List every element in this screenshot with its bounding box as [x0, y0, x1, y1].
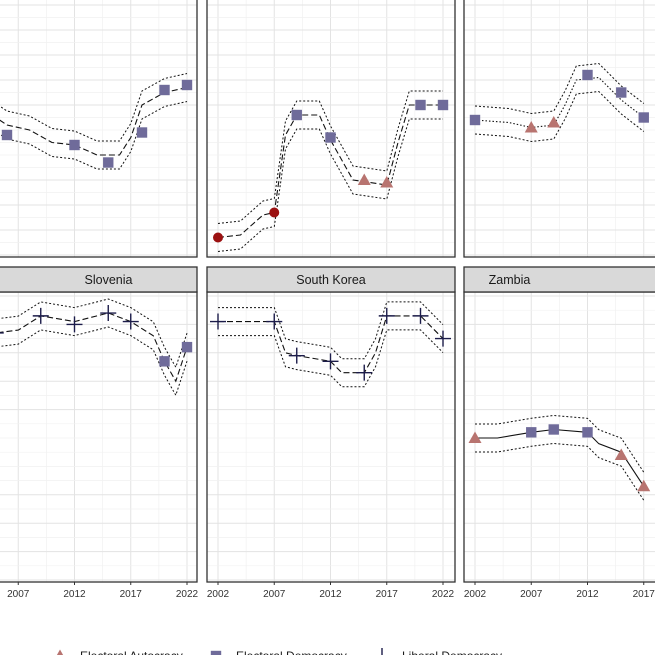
ci-lower-line: [475, 442, 645, 501]
marker-electoral-autocracy: [614, 448, 628, 461]
marker-electoral-autocracy: [357, 173, 371, 185]
estimate-line: [0, 86, 188, 156]
marker-electoral-democracy: [136, 127, 148, 138]
marker-electoral-autocracy: [468, 431, 482, 443]
marker-electoral-autocracy: [524, 121, 538, 133]
gridlines: [464, 0, 655, 257]
marker-electoral-autocracy: [380, 176, 394, 188]
ci-upper-line: [474, 62, 645, 115]
facet-strip: [463, 266, 655, 293]
facet-title: South Korea: [296, 273, 366, 287]
x-tick-label: 2012: [63, 589, 86, 600]
legend-item: Liberal Democracy: [381, 648, 502, 655]
marker-electoral-autocracy: [547, 116, 561, 128]
marker-electoral-democracy: [69, 139, 80, 151]
marker-liberal-democracy: [288, 347, 305, 364]
gridlines: [0, 0, 197, 257]
ci-lower-line: [217, 118, 443, 252]
marker-liberal-democracy: [356, 364, 373, 381]
marker-liberal-democracy: [378, 307, 395, 324]
facet-strip: [0, 266, 198, 293]
panel-slovenia: Slovenia 2007 2012 2017 2022: [0, 266, 199, 600]
ci-lower-line: [474, 90, 645, 143]
panel-south-korea: South Korea 2002 2007 2012 2017 2022: [206, 266, 456, 600]
marker-liberal-democracy: [435, 330, 451, 347]
marker-liberal-democracy: [122, 313, 139, 330]
x-tick-label: 2012: [319, 589, 342, 600]
marker-liberal-democracy: [32, 307, 49, 324]
ci-upper-line: [217, 90, 443, 224]
marker-electoral-democracy: [415, 99, 426, 111]
marker-electoral-democracy: [616, 87, 627, 98]
facet-strip: [206, 266, 456, 293]
marker-electoral-democracy: [181, 79, 193, 91]
legend-key-square: [210, 650, 222, 655]
marker-electoral-democracy: [103, 157, 114, 168]
ci-lower-line: [0, 101, 188, 170]
marker-electoral-democracy: [325, 132, 336, 143]
panel-r0c2: [463, 0, 655, 258]
marker-electoral-democracy: [469, 114, 481, 126]
marker-electoral-democracy: [548, 424, 559, 435]
marker-electoral-democracy: [526, 427, 537, 438]
marker-liberal-democracy: [322, 353, 339, 370]
marker-liberal-democracy: [266, 313, 283, 330]
marker-closed-autocracy: [213, 232, 223, 243]
x-tick-label: 2002: [464, 589, 487, 600]
x-tick-label: 2022: [176, 589, 199, 600]
legend-key-plus: [381, 648, 383, 655]
legend-item: Electoral Autocracy: [56, 649, 183, 655]
x-tick-label: 2017: [633, 589, 655, 600]
estimate-line: [218, 315, 444, 374]
x-tick-label: 2002: [207, 589, 230, 600]
marker-electoral-democracy: [638, 112, 649, 123]
x-tick-label: 2012: [576, 589, 599, 600]
x-tick-label: 2007: [7, 589, 30, 600]
x-tick-label: 2007: [263, 589, 286, 600]
ci-upper-line: [0, 73, 188, 142]
ci-lower-line: [0, 326, 188, 397]
panel-r0c1: [206, 0, 456, 258]
legend-label: Liberal Democracy: [402, 649, 502, 655]
x-tick-label: 2007: [520, 589, 543, 600]
facet-title: Slovenia: [85, 273, 133, 287]
gridlines: [207, 0, 455, 257]
x-tick-label: 2017: [120, 589, 143, 600]
marker-closed-autocracy: [269, 207, 280, 218]
marker-liberal-democracy: [66, 316, 83, 333]
legend-label: Electoral Democracy: [236, 649, 347, 655]
panel-r0c0: [0, 0, 198, 258]
gridlines: [207, 292, 455, 582]
legend-item: Electoral Democracy: [210, 649, 347, 655]
marker-electoral-democracy: [159, 356, 170, 367]
legend-label: Electoral Autocracy: [80, 649, 183, 655]
marker-electoral-democracy: [582, 69, 593, 81]
gridlines: [0, 292, 197, 582]
marker-electoral-democracy: [437, 99, 449, 111]
estimate-line: [0, 312, 188, 383]
panel-zambia: Zambia 2002 2007 2012 2017: [463, 266, 655, 600]
marker-liberal-democracy: [412, 307, 429, 324]
marker-electoral-autocracy: [637, 479, 651, 492]
marker-liberal-democracy: [0, 332, 4, 334]
estimate-line: [475, 428, 645, 487]
ci-upper-line: [0, 298, 188, 369]
legend-key-triangle: [56, 649, 64, 655]
estimate-line: [474, 76, 645, 129]
marker-electoral-democracy: [582, 427, 593, 438]
marker-electoral-democracy: [1, 129, 13, 141]
ci-upper-line: [475, 414, 645, 473]
x-tick-label: 2017: [376, 589, 399, 600]
facet-title: Zambia: [489, 273, 531, 287]
marker-electoral-democracy: [291, 109, 302, 121]
marker-liberal-democracy: [210, 313, 226, 330]
x-tick-label: 2022: [432, 589, 455, 600]
legend: Electoral Autocracy Electoral Democracy Li…: [56, 648, 502, 655]
marker-electoral-democracy: [181, 341, 193, 353]
marker-liberal-democracy: [100, 305, 117, 322]
marker-electoral-democracy: [159, 84, 170, 96]
